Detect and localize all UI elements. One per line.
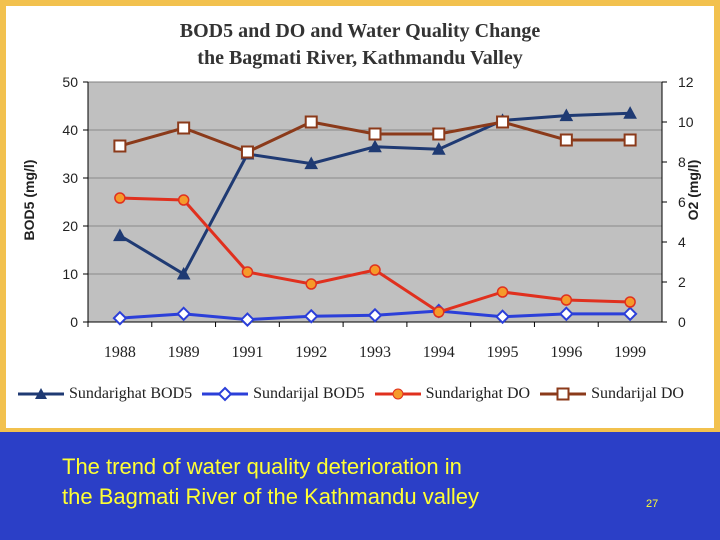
data-point-3 (177, 121, 191, 135)
data-point-2 (560, 294, 573, 306)
y-axis-label-left: BOD5 (mg/l) (21, 160, 37, 241)
data-point-0 (176, 266, 191, 280)
page-number: 27 (646, 498, 659, 510)
data-point-1 (112, 310, 128, 326)
y-tick-label-right: 8 (678, 154, 686, 170)
data-point-0 (113, 228, 127, 242)
y-axis-label-right: O2 (mg/l) (685, 160, 701, 221)
legend-label: Sundarighat BOD5 (69, 385, 193, 402)
legend-swatch (374, 388, 421, 400)
data-point-3 (113, 139, 127, 153)
chart-title-line1: BOD5 and DO and Water Quality Change (179, 20, 541, 42)
data-point-2 (241, 266, 254, 278)
chart-legend: Sundarighat BOD5 Sundarijal BOD5 Sundarigh… (18, 382, 694, 406)
data-point-3 (623, 133, 637, 147)
x-tick-label: 1993 (359, 344, 391, 361)
data-point-0 (559, 108, 574, 122)
x-tick-label: 1991 (231, 344, 263, 361)
legend-item: Sundarijal BOD5 (202, 385, 365, 403)
data-point-0 (623, 106, 637, 119)
y-tick-label-left: 50 (62, 74, 78, 90)
data-point-3 (496, 115, 510, 129)
y-tick-label-right: 6 (678, 194, 686, 210)
data-point-2 (305, 278, 317, 290)
data-point-2 (433, 306, 445, 318)
y-tick-label-right: 12 (678, 74, 694, 90)
y-tick-label-left: 20 (62, 218, 78, 234)
data-point-2 (114, 192, 126, 204)
data-point-3 (432, 127, 446, 141)
data-point-1 (367, 307, 383, 323)
data-point-3 (559, 133, 573, 147)
y-tick-label-right: 10 (678, 114, 694, 130)
plot-area (87, 81, 663, 323)
line-chart: 0 10 20 30 40 50 0 2 4 6 8 10 12 1988 1989 1991 1992 1993… (21, 74, 701, 361)
legend-label: Sundarijal DO (591, 385, 684, 402)
y-tick-label-left: 30 (62, 170, 78, 186)
legend-label: Sundarighat DO (425, 385, 531, 402)
data-point-1 (622, 306, 638, 322)
y-tick-label-left: 40 (62, 122, 78, 138)
data-point-1 (495, 309, 510, 325)
y-tick-label-left: 10 (62, 266, 78, 282)
legend-swatch (540, 387, 587, 401)
y-tick-label-right: 2 (678, 274, 686, 290)
data-point-3 (240, 145, 254, 159)
x-tick-label: 1996 (550, 344, 582, 361)
y-tick-label-right: 0 (678, 314, 686, 330)
caption-line-2: the Bagmati River of the Kathmandu valle… (62, 484, 480, 509)
data-point-3 (304, 115, 318, 129)
data-point-3 (368, 127, 382, 141)
data-point-2 (624, 296, 636, 308)
chart-title: BOD5 and DO and Water Quality Change the… (0, 18, 720, 72)
data-point-2 (496, 286, 509, 298)
data-point-1 (176, 306, 192, 322)
chart-title-line2: the Bagmati River, Kathmandu Valley (197, 47, 523, 69)
legend-swatch (18, 388, 64, 399)
x-tick-label: 1988 (104, 344, 136, 361)
data-point-0 (304, 156, 319, 170)
data-point-1 (303, 308, 319, 324)
y-tick-label-right: 4 (678, 234, 686, 250)
legend-item: Sundarijal DO (540, 385, 684, 403)
data-point-0 (368, 139, 382, 153)
legend-label: Sundarijal BOD5 (253, 385, 365, 402)
data-point-1 (558, 306, 574, 322)
x-tick-label: 1994 (423, 344, 455, 361)
caption-line-1: The trend of water quality deterioration… (62, 454, 462, 479)
legend-item: Sundarighat BOD5 (18, 385, 192, 403)
x-tick-label: 1999 (614, 344, 646, 361)
x-tick-label: 1995 (487, 344, 519, 361)
y-tick-label-left: 0 (70, 314, 78, 330)
legend-swatch (202, 386, 249, 402)
x-tick-label: 1992 (295, 344, 327, 361)
data-point-0 (431, 142, 446, 155)
x-tick-label: 1989 (168, 344, 200, 361)
legend-item: Sundarighat DO (374, 385, 531, 403)
data-point-2 (177, 194, 190, 206)
slide-caption: The trend of water quality deterioration… (62, 452, 479, 512)
data-point-1 (240, 312, 255, 328)
data-point-2 (369, 264, 381, 276)
